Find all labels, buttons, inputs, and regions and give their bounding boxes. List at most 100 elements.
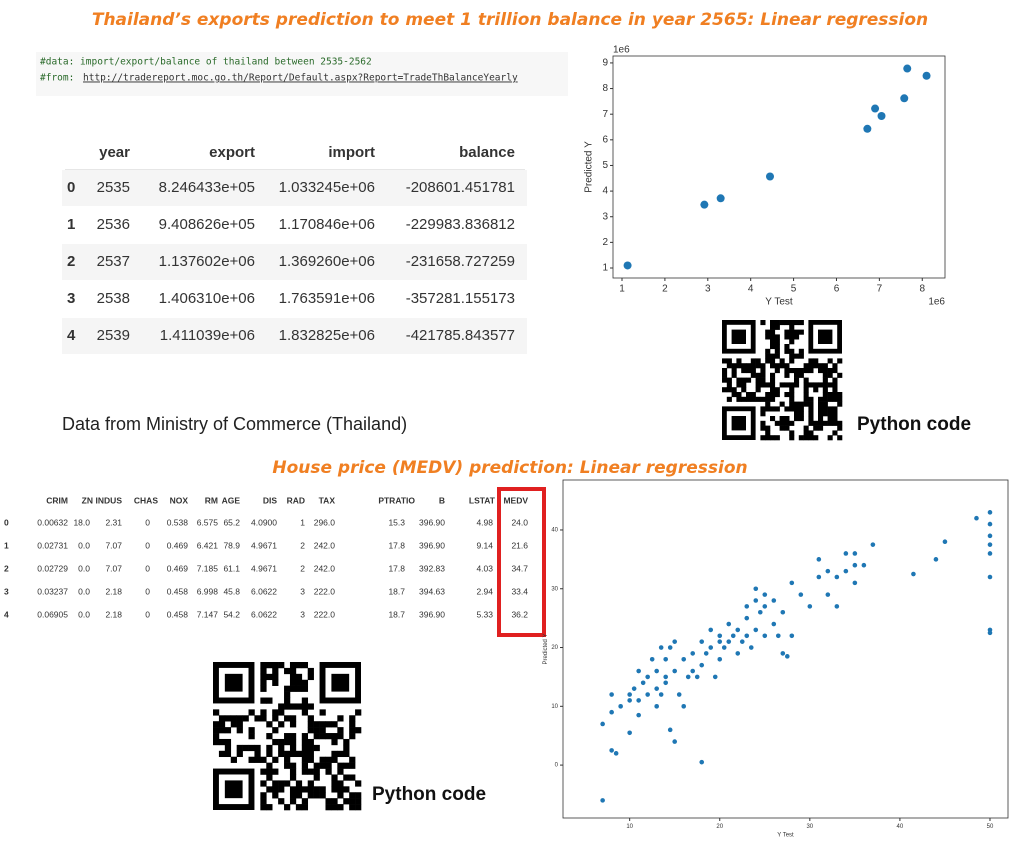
qr-module [789, 387, 795, 393]
table-cell: 1 [300, 517, 305, 527]
qr-module [837, 435, 843, 441]
qr-module [803, 401, 809, 407]
qr-module [837, 392, 843, 398]
qr-module [301, 679, 309, 686]
qr-module [337, 750, 344, 758]
qr-module [808, 411, 814, 417]
qr-module [213, 727, 220, 734]
qr-module [770, 387, 776, 393]
qr-module [331, 750, 338, 758]
table-cell: 0.0 [78, 586, 90, 596]
x-axis-label: Y Test [777, 832, 794, 838]
qr-module [803, 363, 809, 369]
qr-module [789, 320, 795, 326]
qr-module [827, 420, 833, 426]
table-cell: 0.538 [167, 517, 189, 527]
qr-module [325, 768, 332, 775]
qr-module [224, 727, 232, 734]
qr-module [343, 738, 350, 746]
table-cell: 9.14 [476, 540, 493, 550]
point [703, 651, 709, 656]
qr-module [284, 738, 291, 746]
qr-module [818, 420, 824, 426]
qr-module [837, 372, 843, 378]
point [600, 721, 605, 727]
qr-module [822, 396, 828, 402]
point [654, 668, 659, 674]
qr-module [774, 344, 780, 350]
qr-module [760, 377, 766, 383]
qr-module [343, 786, 350, 793]
plot-frame [612, 55, 946, 279]
qr-module [822, 377, 828, 383]
qr-module [337, 762, 344, 769]
table-cell: 15.3 [388, 517, 405, 527]
qr-module [832, 396, 838, 402]
x-tick-label: 8 [919, 284, 925, 295]
qr-module [343, 744, 350, 752]
qr-module [313, 786, 320, 793]
table-cell: 2537 [97, 253, 130, 270]
qr-module [789, 430, 795, 436]
y-tick-label: 4 [602, 186, 608, 197]
qr-module [770, 435, 776, 441]
qr-module [794, 353, 800, 359]
qr-module [798, 411, 804, 417]
qr-module [794, 406, 800, 412]
qr-module [760, 411, 766, 417]
qr-module [770, 377, 776, 383]
qr-module [741, 377, 747, 383]
code-link[interactable]: http://tradereport.moc.go.th/Report/Defa… [83, 73, 518, 84]
qr-module [248, 733, 255, 740]
qr-module [343, 774, 350, 781]
qr-module [349, 804, 356, 811]
point [690, 651, 696, 656]
qr-module [272, 738, 279, 746]
qr-module [827, 368, 833, 374]
qr-module [808, 382, 814, 388]
qr-module [295, 792, 303, 799]
qr-module [266, 697, 273, 704]
table-row-bg [62, 318, 527, 354]
table-cell: 7.147 [197, 609, 219, 619]
point [987, 551, 993, 556]
point [861, 562, 867, 568]
point [785, 654, 790, 659]
point [834, 574, 840, 580]
qr-module [789, 334, 795, 340]
qr-module [784, 368, 790, 374]
point [775, 633, 781, 639]
qr-module [260, 804, 267, 811]
qr-module [794, 401, 800, 407]
qr-module [746, 377, 752, 383]
qr-module [301, 756, 309, 763]
qr-module [760, 320, 766, 326]
qr-module [343, 750, 350, 758]
qr-module [313, 733, 320, 740]
qr-module [319, 709, 326, 716]
qr-module [827, 396, 833, 402]
table-cell: 18.7 [388, 586, 405, 596]
table-cell: 1.763591e+06 [279, 290, 375, 307]
point [699, 759, 705, 765]
point [789, 580, 795, 586]
table-cell: 6.0622 [251, 609, 277, 619]
qr-module [301, 662, 309, 669]
point [681, 656, 687, 662]
point [676, 692, 682, 697]
qr-module [784, 329, 790, 335]
qr-module [260, 673, 267, 681]
qr-module [355, 798, 362, 805]
qr-module [213, 721, 220, 728]
qr-module [272, 780, 279, 787]
qr-module [784, 363, 790, 369]
table-cell: 0.02729 [37, 563, 68, 573]
qr-module [307, 780, 314, 787]
qr-module [741, 396, 747, 402]
qr-module [272, 662, 279, 669]
point [613, 751, 619, 756]
qr-module [765, 382, 771, 388]
qr-module [319, 786, 326, 793]
qr-module [736, 363, 742, 369]
x-tick-label: 20 [716, 824, 723, 830]
